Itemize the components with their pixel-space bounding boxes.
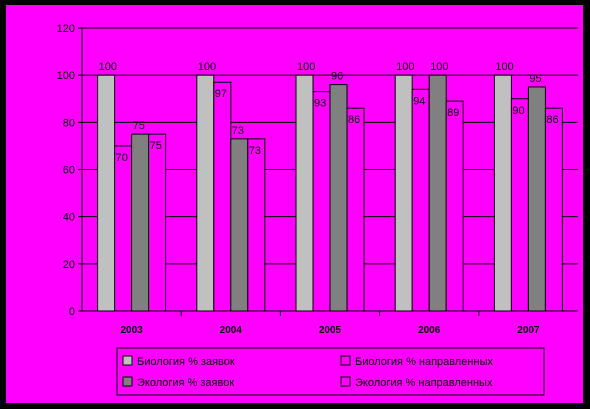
data-label: 86 <box>546 114 558 126</box>
bar-bio-sent-2005 <box>312 91 331 312</box>
bar-bio-requests-2003 <box>97 74 116 312</box>
legend: Биология % заявок Экология % заявок Биолог… <box>116 347 545 396</box>
y-tick-label: 20 <box>63 259 75 271</box>
legend-swatch-eco-requests <box>122 376 133 387</box>
data-label: 75 <box>133 120 145 132</box>
x-tick-label: 2005 <box>319 325 342 336</box>
legend-box <box>116 347 545 396</box>
data-label: 95 <box>529 73 541 85</box>
bar-eco-requests-2003 <box>131 133 150 312</box>
legend-label-eco-sent: Экология % направленных <box>355 377 493 389</box>
data-label: 100 <box>396 61 414 73</box>
legend-swatch-eco-sent <box>340 376 351 387</box>
bars <box>97 74 563 312</box>
axes: 0 20 40 60 80 100 120 2003 2004 2005 2006 2007 <box>57 23 578 336</box>
data-label: 96 <box>331 71 343 83</box>
data-label: 97 <box>215 88 227 100</box>
data-labels: 100 70 75 75 100 97 73 73 100 93 96 86 100 94 100 89 100… <box>99 61 559 164</box>
bar-eco-sent-2006 <box>445 100 464 312</box>
data-label: 100 <box>99 61 117 73</box>
data-label: 93 <box>314 98 326 110</box>
bar-eco-requests-2005 <box>329 84 348 312</box>
data-label: 75 <box>150 140 162 152</box>
legend-label-eco-requests: Экология % заявок <box>137 377 234 389</box>
bar-eco-requests-2006 <box>428 74 447 312</box>
bar-bio-requests-2005 <box>295 74 314 312</box>
data-label: 100 <box>495 61 513 73</box>
y-tick-label: 60 <box>63 165 75 177</box>
data-label: 94 <box>413 95 425 107</box>
legend-label-bio-requests: Биология % заявок <box>137 356 235 368</box>
data-label: 73 <box>232 125 244 137</box>
bar-eco-sent-2007 <box>544 107 563 312</box>
x-tick-label: 2004 <box>220 325 243 336</box>
bar-eco-requests-2007 <box>527 86 546 312</box>
x-tick-label: 2003 <box>120 325 143 336</box>
bar-bio-sent-2004 <box>213 81 232 312</box>
y-tick-label: 80 <box>63 117 75 129</box>
data-label: 73 <box>249 145 261 157</box>
data-label: 70 <box>116 152 128 164</box>
bar-bio-sent-2003 <box>114 145 133 312</box>
bar-bio-sent-2007 <box>510 98 529 312</box>
bar-eco-sent-2003 <box>148 133 167 312</box>
bar-bio-sent-2006 <box>411 88 430 312</box>
data-label: 90 <box>512 105 524 117</box>
y-tick-label: 100 <box>57 70 75 82</box>
legend-swatch-bio-requests <box>122 355 133 366</box>
x-tick-label: 2006 <box>418 325 441 336</box>
bar-bio-requests-2007 <box>493 74 512 312</box>
bar-eco-requests-2004 <box>230 138 249 312</box>
data-label: 100 <box>198 61 216 73</box>
bar-bio-requests-2004 <box>196 74 215 312</box>
bar-eco-sent-2004 <box>247 138 266 312</box>
data-label: 100 <box>430 61 448 73</box>
legend-label-bio-sent: Биология % направленных <box>355 356 493 368</box>
x-tick-label: 2007 <box>517 325 540 336</box>
y-tick-label: 0 <box>69 306 75 318</box>
bar-bio-requests-2006 <box>394 74 413 312</box>
data-label: 86 <box>348 114 360 126</box>
y-tick-label: 120 <box>57 23 75 35</box>
data-label: 100 <box>297 61 315 73</box>
y-tick-label: 40 <box>63 212 75 224</box>
legend-swatch-bio-sent <box>340 355 351 366</box>
bar-eco-sent-2005 <box>346 107 365 312</box>
data-label: 89 <box>447 107 459 119</box>
